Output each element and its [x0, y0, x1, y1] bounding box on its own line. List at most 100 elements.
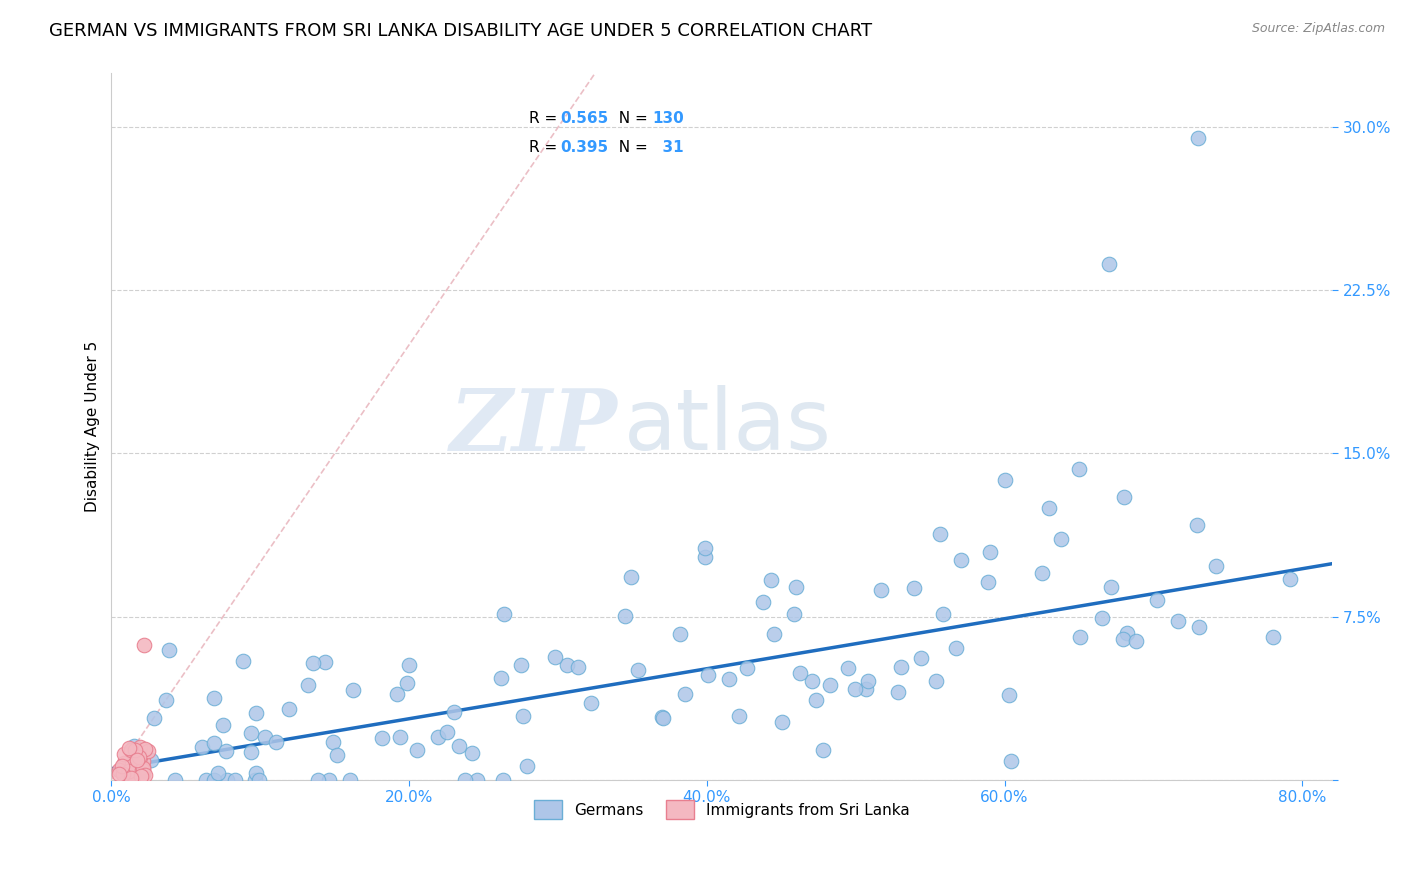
- Point: [385, 687, 408, 701]
- Point: [910, 651, 932, 665]
- Point: [114, 756, 136, 770]
- Point: [492, 607, 515, 621]
- Y-axis label: Disability Age Under 5: Disability Age Under 5: [86, 341, 100, 512]
- Point: [243, 772, 266, 787]
- Point: [669, 627, 692, 641]
- Point: [1099, 580, 1122, 594]
- Point: [121, 756, 143, 771]
- Text: atlas: atlas: [624, 384, 832, 467]
- Point: [801, 674, 824, 689]
- Point: [945, 641, 967, 656]
- Point: [254, 730, 277, 744]
- Point: [122, 768, 145, 782]
- Point: [998, 688, 1021, 702]
- Point: [120, 743, 142, 757]
- Point: [735, 661, 758, 675]
- Point: [202, 736, 225, 750]
- Point: [129, 739, 152, 754]
- Point: [202, 772, 225, 787]
- Point: [124, 742, 146, 756]
- Point: [1000, 755, 1022, 769]
- Point: [820, 678, 842, 692]
- Point: [1031, 566, 1053, 581]
- Point: [557, 657, 579, 672]
- Point: [277, 702, 299, 716]
- Point: [727, 709, 749, 723]
- Text: ZIP: ZIP: [450, 384, 619, 468]
- Point: [620, 570, 643, 584]
- Point: [785, 581, 807, 595]
- Text: 0.395: 0.395: [561, 140, 609, 154]
- Point: [195, 772, 218, 787]
- Point: [132, 766, 155, 780]
- Point: [142, 711, 165, 725]
- Point: [398, 657, 420, 672]
- Point: [890, 660, 912, 674]
- Point: [697, 667, 720, 681]
- Point: [245, 766, 267, 780]
- Point: [651, 711, 673, 725]
- Point: [763, 626, 786, 640]
- Point: [695, 549, 717, 564]
- Point: [131, 754, 153, 768]
- Point: [1279, 572, 1302, 586]
- Point: [129, 761, 152, 775]
- Point: [567, 660, 589, 674]
- Text: R =: R =: [529, 112, 562, 127]
- Point: [928, 527, 950, 541]
- Text: N =: N =: [609, 140, 652, 154]
- Point: [614, 608, 637, 623]
- Point: [1050, 532, 1073, 546]
- Point: [136, 743, 159, 757]
- Point: [579, 696, 602, 710]
- Point: [491, 671, 513, 685]
- Text: N =: N =: [609, 112, 652, 127]
- Point: [388, 730, 411, 744]
- Point: [302, 656, 325, 670]
- Point: [512, 709, 534, 723]
- Point: [1146, 593, 1168, 607]
- Point: [1112, 490, 1135, 504]
- Text: 130: 130: [652, 112, 683, 127]
- Point: [239, 745, 262, 759]
- Point: [247, 772, 270, 787]
- Point: [207, 765, 229, 780]
- Point: [454, 772, 477, 787]
- Point: [131, 763, 153, 777]
- Point: [993, 473, 1015, 487]
- Point: [297, 678, 319, 692]
- Point: [314, 655, 336, 669]
- Point: [492, 772, 515, 787]
- Text: R =: R =: [529, 140, 562, 154]
- Point: [406, 743, 429, 757]
- Point: [887, 685, 910, 699]
- Point: [717, 672, 740, 686]
- Point: [460, 746, 482, 760]
- Point: [120, 771, 142, 785]
- Point: [1188, 620, 1211, 634]
- Point: [118, 740, 141, 755]
- Point: [1098, 257, 1121, 271]
- Point: [627, 663, 650, 677]
- Point: [215, 744, 238, 758]
- Point: [449, 739, 471, 753]
- Text: 31: 31: [652, 140, 683, 154]
- Text: 0.565: 0.565: [561, 112, 609, 127]
- Point: [318, 772, 340, 787]
- Legend: Germans, Immigrants from Sri Lanka: Germans, Immigrants from Sri Lanka: [527, 794, 915, 825]
- Point: [139, 754, 162, 768]
- Point: [544, 650, 567, 665]
- Point: [134, 768, 156, 782]
- Point: [443, 705, 465, 719]
- Point: [264, 735, 287, 749]
- Point: [510, 658, 533, 673]
- Point: [1091, 611, 1114, 625]
- Point: [212, 718, 235, 732]
- Point: [858, 674, 880, 689]
- Point: [811, 742, 834, 756]
- Point: [759, 573, 782, 587]
- Point: [128, 750, 150, 764]
- Point: [844, 682, 866, 697]
- Point: [1261, 630, 1284, 644]
- Point: [224, 772, 246, 787]
